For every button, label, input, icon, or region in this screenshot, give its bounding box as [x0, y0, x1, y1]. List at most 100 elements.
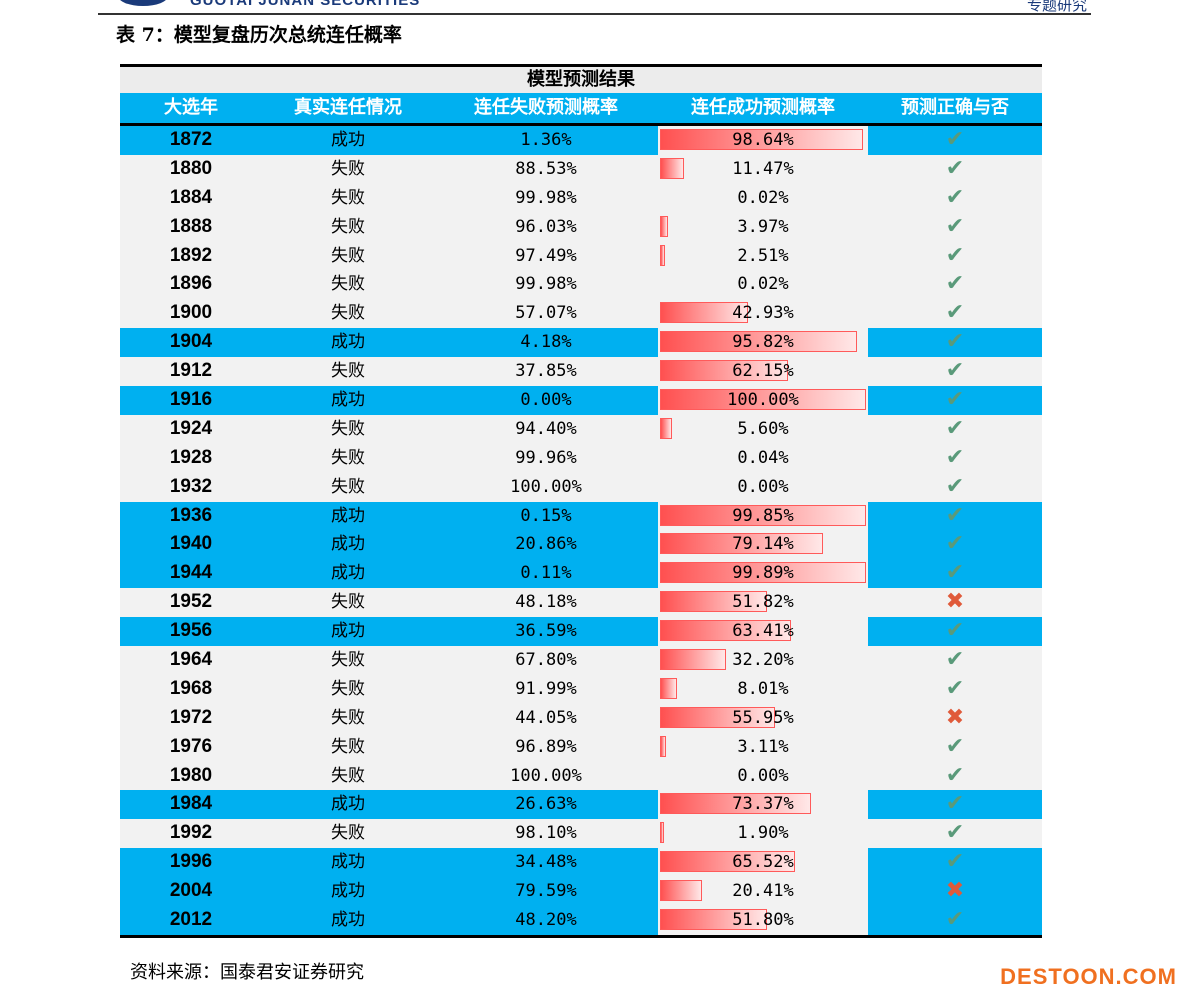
success-prob-cell: 0.00% — [658, 473, 868, 502]
fail-prob-cell: 57.07% — [515, 303, 577, 324]
watermark: DESTOON.COM — [1000, 964, 1177, 989]
cross-icon: ✖ — [945, 589, 965, 615]
actual-cell: 成功 — [262, 559, 434, 589]
success-prob-cell: 55.95% — [658, 704, 868, 733]
correct-cell: ✔ — [868, 848, 1042, 878]
table-row: 1880 失败 88.53% 11.47% ✔ — [120, 154, 1042, 184]
check-icon: ✔ — [945, 618, 965, 644]
table-row: 1912 失败 37.85% 62.15% ✔ — [120, 357, 1042, 387]
success-prob-cell: 95.82% — [658, 328, 868, 357]
year-cell: 1940 — [120, 530, 262, 560]
success-prob-value: 51.82% — [732, 592, 794, 613]
bottom-rule — [120, 934, 1042, 938]
year-cell: 1996 — [120, 848, 262, 878]
correct-cell: ✔ — [868, 357, 1042, 386]
correct-cell: ✔ — [868, 617, 1042, 647]
success-prob-cell: 0.00% — [658, 762, 868, 791]
actual-cell: 失败 — [331, 650, 365, 671]
table-row: 1968 失败 91.99% 8.01% ✔ — [120, 674, 1042, 704]
correct-cell: ✔ — [868, 126, 1042, 155]
fail-prob-cell: 44.05% — [515, 707, 577, 728]
table-row: 1924 失败 94.40% 5.60% ✔ — [120, 414, 1042, 444]
check-icon: ✔ — [945, 675, 965, 701]
table-row: 1956 成功 36.59% 63.41% ✔ — [120, 617, 1042, 647]
success-prob-value: 0.04% — [737, 447, 789, 468]
probability-bar — [660, 215, 669, 237]
fail-prob-cell: 48.20% — [434, 906, 658, 935]
correct-cell: ✔ — [868, 155, 1042, 184]
col-actual: 真实连任情况 — [294, 97, 402, 118]
success-prob-value: 3.97% — [737, 216, 789, 237]
success-prob-cell: 79.14% — [658, 530, 868, 559]
probability-bar — [660, 909, 767, 931]
fail-prob-cell: 26.63% — [434, 790, 658, 820]
year-cell: 2012 — [120, 906, 262, 935]
col-year: 大选年 — [164, 97, 218, 118]
year-cell: 1972 — [169, 706, 213, 728]
actual-cell: 失败 — [331, 303, 365, 324]
actual-cell: 成功 — [262, 328, 434, 358]
probability-bar — [660, 591, 767, 613]
actual-cell: 失败 — [331, 736, 365, 757]
check-icon: ✔ — [945, 907, 965, 933]
correct-cell: ✔ — [868, 386, 1042, 415]
actual-cell: 成功 — [262, 906, 434, 935]
probability-bar — [660, 620, 791, 642]
year-cell: 1992 — [169, 822, 213, 844]
probability-bar — [660, 389, 866, 411]
fail-prob-cell: 4.18% — [434, 328, 658, 358]
cross-icon: ✖ — [945, 704, 965, 730]
actual-cell: 失败 — [331, 187, 365, 208]
check-icon: ✔ — [945, 473, 965, 499]
actual-cell: 成功 — [262, 848, 434, 878]
check-icon: ✔ — [945, 155, 965, 181]
year-cell: 1944 — [120, 559, 262, 589]
fail-prob-cell: 99.98% — [515, 187, 577, 208]
year-cell: 1884 — [169, 186, 213, 208]
success-prob-cell: 20.41% — [658, 877, 868, 906]
probability-bar — [660, 562, 866, 584]
source-note: 资料来源：国泰君安证券研究 — [130, 962, 364, 983]
correct-cell: ✔ — [868, 559, 1042, 589]
check-icon: ✔ — [945, 213, 965, 239]
prediction-table: 模型预测结果 大选年 真实连任情况 连任失败预测概率 连任成功预测概率 预测正确… — [120, 64, 1042, 938]
table-row: 2012 成功 48.20% 51.80% ✔ — [120, 906, 1042, 935]
year-cell: 1904 — [120, 328, 262, 358]
table-row: 1940 成功 20.86% 79.14% ✔ — [120, 530, 1042, 560]
correct-cell: ✖ — [868, 877, 1042, 907]
fail-prob-cell: 96.89% — [515, 736, 577, 757]
table-row: 1904 成功 4.18% 95.82% ✔ — [120, 328, 1042, 358]
success-prob-cell: 3.11% — [658, 733, 868, 762]
success-prob-cell: 98.64% — [658, 126, 868, 155]
actual-cell: 失败 — [331, 476, 365, 497]
fail-prob-cell: 0.00% — [434, 386, 658, 415]
year-cell: 1952 — [169, 591, 213, 613]
table-row: 1992 失败 98.10% 1.90% ✔ — [120, 819, 1042, 849]
success-prob-value: 55.95% — [732, 707, 794, 728]
actual-cell: 失败 — [331, 216, 365, 237]
actual-cell: 失败 — [331, 823, 365, 844]
probability-bar — [660, 851, 795, 873]
year-cell: 1968 — [169, 677, 213, 699]
actual-cell: 失败 — [331, 418, 365, 439]
fail-prob-cell: 91.99% — [515, 678, 577, 699]
correct-cell: ✖ — [868, 588, 1042, 617]
probability-bar — [660, 533, 824, 555]
check-icon: ✔ — [945, 300, 965, 326]
brand-name: GUOTAI JUNAN SECURITIES — [190, 0, 421, 9]
probability-bar — [660, 244, 666, 266]
success-prob-value: 99.85% — [732, 505, 794, 526]
check-icon: ✔ — [945, 184, 965, 210]
table-row: 1900 失败 57.07% 42.93% ✔ — [120, 299, 1042, 329]
success-prob-cell: 51.82% — [658, 588, 868, 617]
table-row: 1952 失败 48.18% 51.82% ✖ — [120, 588, 1042, 618]
year-cell: 1888 — [169, 215, 213, 237]
table-body: 1872 成功 1.36% 98.64% ✔ 1880 失败 88.53% 11.47% ✔ 188… — [120, 126, 1042, 935]
correct-cell: ✖ — [868, 704, 1042, 733]
actual-cell: 失败 — [331, 707, 365, 728]
correct-cell: ✔ — [868, 906, 1042, 935]
actual-cell: 成功 — [262, 617, 434, 647]
table-row: 1872 成功 1.36% 98.64% ✔ — [120, 126, 1042, 155]
brand-logo — [118, 0, 168, 6]
table-row: 1892 失败 97.49% 2.51% ✔ — [120, 241, 1042, 271]
